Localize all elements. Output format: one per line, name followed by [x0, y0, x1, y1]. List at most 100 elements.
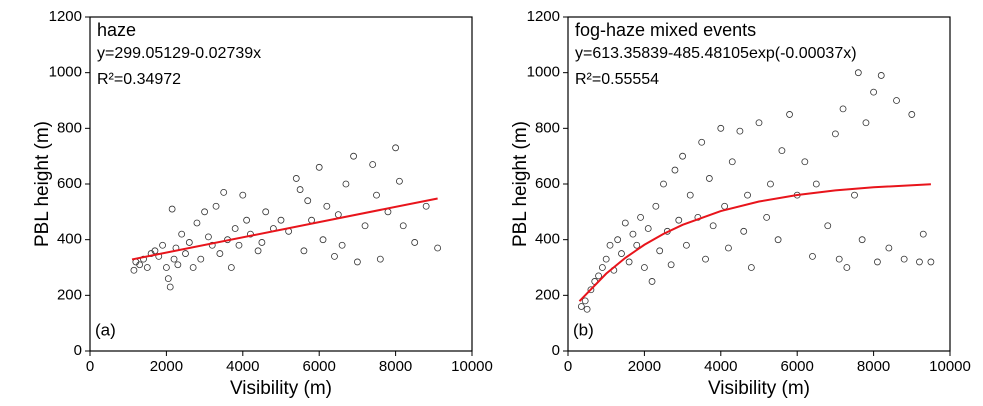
scatter-point	[323, 202, 331, 210]
scatter-point	[606, 241, 614, 249]
scatter-point	[744, 191, 751, 199]
scatter-point	[602, 255, 610, 263]
scatter-point	[304, 197, 312, 205]
scatter-point	[625, 258, 633, 266]
scatter-point	[686, 191, 694, 199]
scatter-point	[877, 72, 885, 79]
fit-line	[131, 197, 438, 261]
scatter-point	[736, 127, 744, 135]
y-tick-label: 1000	[49, 64, 82, 81]
scatter-point	[621, 219, 629, 227]
scatter-point	[812, 180, 820, 188]
scatter-point	[189, 264, 197, 271]
scatter-point	[197, 255, 205, 263]
scatter-point	[675, 216, 683, 224]
scatter-point	[660, 180, 667, 188]
scatter-point	[205, 233, 212, 241]
x-tick-label: 4000	[704, 358, 737, 375]
scatter-point	[885, 244, 893, 252]
scatter-point	[839, 105, 847, 113]
scatter-point	[656, 247, 664, 255]
scatter-point	[166, 283, 174, 291]
scatter-point	[220, 188, 228, 196]
scatter-point	[292, 175, 300, 182]
scatter-point	[208, 241, 216, 249]
scatter-point	[164, 275, 172, 283]
x-tick-label: 6000	[303, 358, 336, 375]
scatter-point	[338, 241, 346, 249]
scatter-point	[315, 163, 323, 171]
scatter-point	[927, 258, 935, 266]
scatter-point	[637, 213, 644, 221]
scatter-point	[243, 216, 251, 224]
scatter-point	[648, 278, 656, 285]
scatter-point	[178, 230, 186, 238]
fit-equation: y=613.35839-485.48105exp(-0.00037x)	[575, 45, 857, 62]
scatter-point	[376, 255, 384, 263]
scatter-point	[581, 297, 589, 305]
y-tick-label: 400	[57, 231, 82, 248]
scatter-point	[854, 69, 862, 77]
scatter-point	[747, 264, 755, 271]
scatter-point	[254, 247, 262, 255]
scatter-point	[235, 241, 243, 249]
y-tick-label: 200	[57, 286, 82, 303]
panel-label: (b)	[573, 320, 594, 339]
scatter-point	[422, 202, 430, 210]
scatter-point	[350, 152, 357, 160]
scatter-point	[717, 124, 725, 132]
x-tick-label: 10000	[929, 358, 971, 375]
scatter-point	[174, 261, 182, 269]
scatter-point	[353, 258, 361, 266]
x-tick-label: 8000	[379, 358, 412, 375]
scatter-point	[411, 239, 419, 246]
scatter-point	[342, 180, 350, 188]
scatter-point	[832, 130, 839, 138]
scatter-point	[641, 264, 648, 271]
scatter-point	[231, 225, 239, 232]
x-tick-label: 4000	[226, 358, 259, 375]
scatter-point	[778, 147, 786, 155]
fit-line	[578, 183, 931, 302]
y-tick-label: 200	[535, 286, 560, 303]
scatter-point	[201, 208, 209, 216]
scatter-point	[143, 264, 151, 271]
scatter-point	[728, 158, 736, 166]
fit-equation: y=299.05129-0.02739x	[97, 45, 261, 62]
scatter-point	[862, 119, 870, 127]
scatter-point	[801, 158, 809, 166]
scatter-point	[683, 241, 690, 249]
y-axis-label: PBL height (m)	[510, 121, 531, 247]
x-tick-label: 8000	[857, 358, 890, 375]
panel-title: haze	[97, 20, 136, 40]
scatter-point	[740, 227, 748, 235]
scatter-point	[216, 250, 224, 257]
scatter-point	[671, 166, 679, 174]
scatter-point	[667, 261, 675, 269]
scatter-point	[331, 252, 338, 260]
scatter-point	[334, 211, 342, 219]
scatter-point	[319, 236, 327, 244]
scatter-point	[587, 286, 595, 294]
scatter-point	[247, 230, 254, 238]
y-tick-label: 1000	[527, 64, 560, 81]
scatter-point	[900, 255, 908, 263]
y-tick-label: 0	[74, 342, 82, 359]
scatter-point	[168, 205, 176, 213]
scatter-point	[893, 97, 900, 104]
scatter-point	[874, 258, 881, 266]
scatter-point	[767, 180, 774, 188]
scatter-point	[577, 303, 585, 310]
x-tick-label: 2000	[150, 358, 183, 375]
x-tick-label: 2000	[628, 358, 661, 375]
x-tick-label: 0	[86, 358, 94, 375]
scatter-point	[725, 244, 732, 252]
scatter-point	[644, 225, 652, 232]
scatter-point	[361, 222, 369, 230]
scatter-point	[629, 230, 637, 238]
scatter-point	[916, 258, 923, 266]
scatter-point	[182, 250, 189, 257]
scatter-point	[151, 247, 159, 255]
scatter-point	[258, 239, 266, 246]
scatter-point	[809, 252, 816, 260]
